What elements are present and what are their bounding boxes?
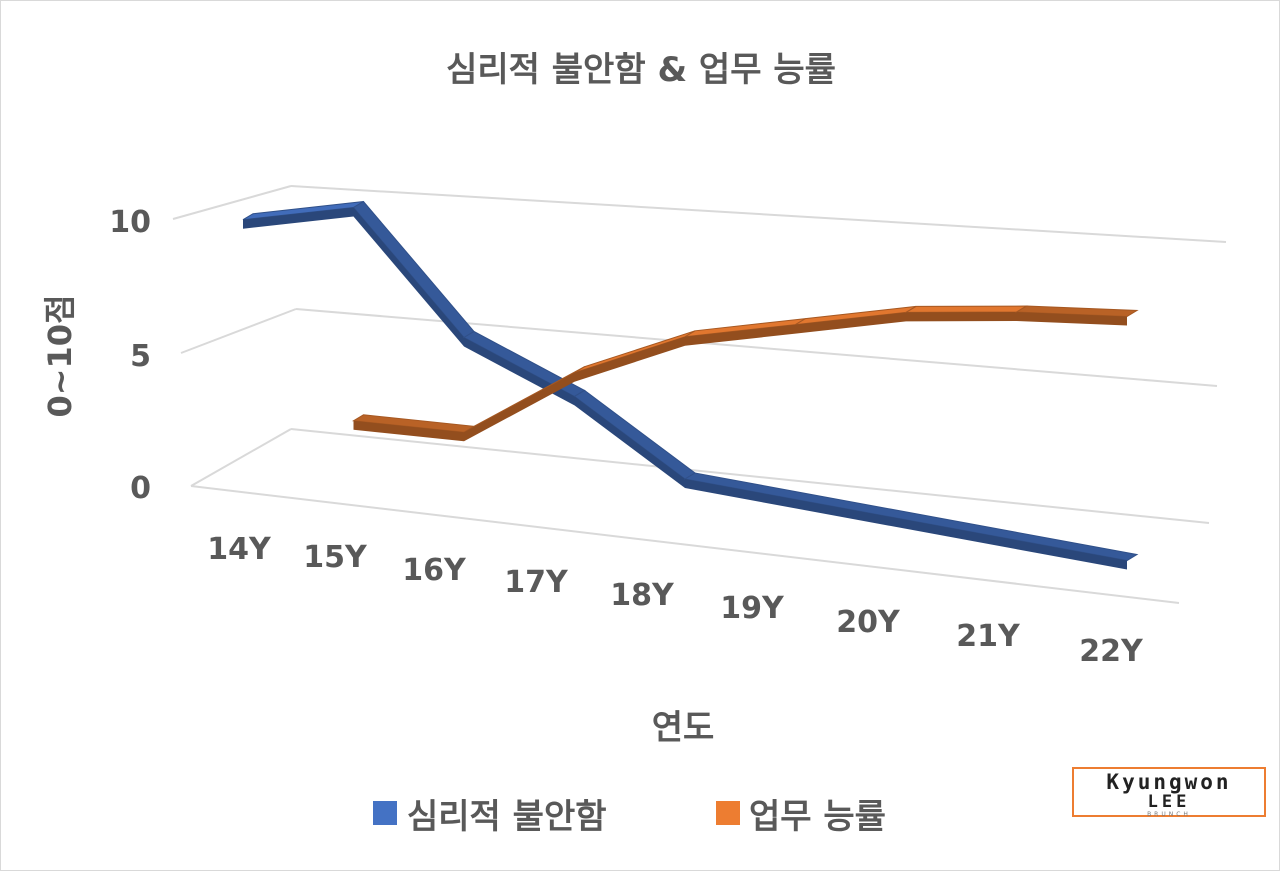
brand-line-1: Kyungwon bbox=[1106, 770, 1232, 794]
legend-label-anxiety: 심리적 불안함 bbox=[407, 797, 607, 837]
series-0-segment-3 bbox=[573, 389, 696, 480]
series-1-segment-6-edge bbox=[1016, 312, 1127, 326]
x-tick-label: 16Y bbox=[402, 553, 467, 588]
series-0-segment-1-edge bbox=[353, 207, 464, 347]
series-1-segment-1-edge bbox=[464, 372, 575, 442]
series-1-segment-5 bbox=[904, 305, 1029, 313]
x-tick-label: 19Y bbox=[720, 591, 785, 626]
y-ticks: 0 5 10 bbox=[109, 205, 151, 506]
series-layer bbox=[242, 200, 1139, 570]
brand-line-3: BRUNCH bbox=[1147, 811, 1191, 818]
x-tick-label: 18Y bbox=[610, 578, 675, 613]
legend-swatch-anxiety bbox=[373, 801, 397, 825]
gridline-0-back bbox=[190, 428, 292, 487]
series-1-segment-2-edge bbox=[574, 336, 685, 382]
gridline-0 bbox=[190, 485, 1180, 604]
series-0-segment-2 bbox=[462, 330, 586, 397]
series-0-segment-3-edge bbox=[574, 396, 685, 488]
y-tick-label: 0 bbox=[130, 471, 151, 506]
legend-label-efficiency: 업무 능률 bbox=[749, 797, 886, 837]
x-axis-title: 연도 bbox=[652, 708, 715, 748]
x-ticks: 14Y 15Y 16Y 17Y 18Y 19Y 20Y 21Y 22Y bbox=[207, 532, 1144, 669]
gridline-10-front bbox=[172, 185, 292, 220]
gridline-10-back bbox=[290, 185, 1227, 243]
legend-swatch-efficiency bbox=[716, 801, 740, 825]
x-tick-label: 17Y bbox=[504, 565, 569, 600]
brand-line-2: LEE bbox=[1147, 792, 1191, 812]
gridline-0-depth bbox=[290, 428, 1210, 524]
x-tick-label: 20Y bbox=[836, 605, 901, 640]
x-tick-label: 22Y bbox=[1079, 634, 1144, 669]
series-1-segment-4-edge bbox=[795, 312, 906, 334]
series-1-segment-6 bbox=[1014, 305, 1139, 317]
series-0-segment-1 bbox=[352, 200, 475, 339]
chart-title: 심리적 불안함 & 업무 능률 bbox=[446, 50, 836, 90]
brand-logo: Kyungwon LEE BRUNCH bbox=[1072, 767, 1266, 818]
series-0-segment-4 bbox=[683, 472, 1139, 562]
y-tick-label: 10 bbox=[109, 205, 151, 240]
gridline-5-front bbox=[180, 308, 297, 354]
x-tick-label: 21Y bbox=[956, 619, 1021, 654]
series-0-segment-4-edge bbox=[685, 479, 1127, 570]
x-tick-label: 15Y bbox=[303, 540, 368, 575]
y-tick-label: 5 bbox=[130, 339, 151, 374]
series-1-segment-3-edge bbox=[685, 324, 796, 346]
series-1-segment-5-edge bbox=[906, 312, 1017, 322]
y-axis-title: 0~10점 bbox=[41, 294, 79, 417]
series-0-segment-2-edge bbox=[464, 337, 575, 406]
legend: 심리적 불안함 업무 능률 bbox=[373, 797, 886, 837]
series-1-segment-0-edge bbox=[353, 420, 464, 442]
series-0-segment-0-edge bbox=[243, 207, 354, 229]
x-tick-label: 14Y bbox=[207, 532, 272, 567]
